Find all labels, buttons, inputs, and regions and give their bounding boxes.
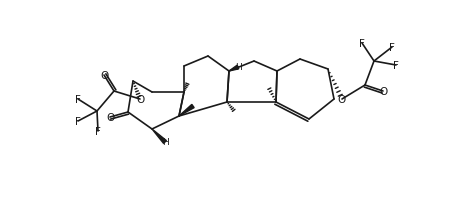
Text: F: F [393,61,399,71]
Text: O: O [100,71,108,81]
Text: O: O [379,86,387,96]
Text: O: O [136,94,144,104]
Polygon shape [229,66,239,72]
Text: H: H [162,138,168,147]
Polygon shape [152,129,166,144]
Text: F: F [95,126,101,136]
Text: O: O [106,112,114,122]
Text: F: F [75,94,81,104]
Text: F: F [359,39,365,49]
Polygon shape [179,105,194,116]
Text: H: H [235,63,241,72]
Text: F: F [389,43,395,53]
Text: O: O [338,94,346,104]
Text: F: F [75,116,81,126]
